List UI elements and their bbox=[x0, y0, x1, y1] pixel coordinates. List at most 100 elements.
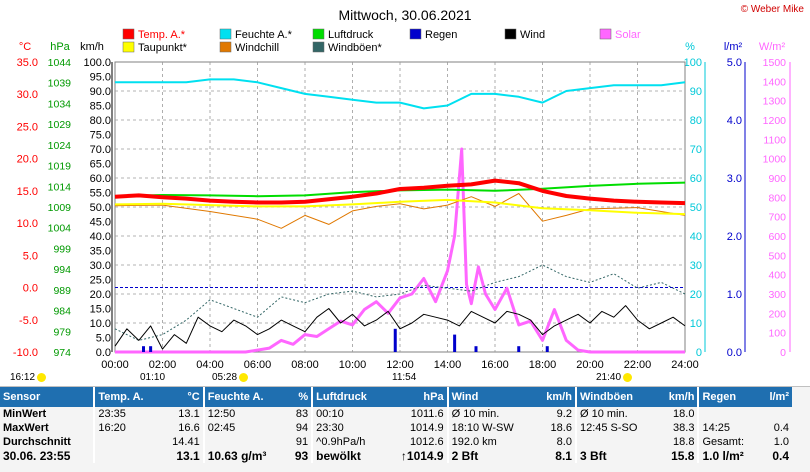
temp-tick-label: 15.0 bbox=[17, 186, 38, 198]
wind-tick-label: 35.0 bbox=[90, 246, 111, 258]
solar-tick-label: 100 bbox=[768, 328, 786, 340]
moon-time-marker: 01:10 bbox=[140, 372, 166, 383]
wind-tick-label: 75.0 bbox=[90, 130, 111, 142]
pressure-tick-label: 1004 bbox=[48, 223, 72, 235]
rain-bar bbox=[545, 346, 549, 352]
solar-tick-label: 0 bbox=[780, 347, 786, 359]
table-row: MinWert 23:35 13.1 12:50 83 00:10 1011.6 Ø 10 m… bbox=[0, 407, 792, 421]
humidity-tick-label: 20 bbox=[690, 289, 702, 301]
table-cell: 12:45 S-SO bbox=[574, 421, 658, 435]
humidity-tick-label: 80 bbox=[690, 115, 702, 127]
legend-swatch bbox=[219, 41, 232, 53]
chart-legend: Temp. A.* Feuchte A.* Luftdruck Regen Wind So… bbox=[122, 28, 641, 54]
axis-unit-label: °C bbox=[19, 41, 31, 53]
table-cell: 9.2 bbox=[556, 408, 572, 420]
humidity-line bbox=[115, 78, 686, 110]
chart-grid bbox=[115, 62, 685, 352]
table-header-cell: °C bbox=[160, 387, 204, 407]
pressure-tick-label: 989 bbox=[53, 285, 71, 297]
wind-tick-label: 50.0 bbox=[90, 202, 111, 214]
wind-tick-label: 55.0 bbox=[90, 188, 111, 200]
table-header-cell: l/m² bbox=[759, 387, 792, 407]
temp-tick-label: -5.0 bbox=[19, 315, 38, 327]
wind-tick-label: 90.0 bbox=[90, 86, 111, 98]
table-cell: 0.4 bbox=[772, 449, 789, 463]
wind-tick-label: 60.0 bbox=[90, 173, 111, 185]
humidity-tick-label: 100 bbox=[684, 57, 702, 69]
wind-tick-label: 100.0 bbox=[83, 57, 111, 69]
axis-unit-label: km/h bbox=[80, 41, 104, 53]
table-cell bbox=[202, 435, 287, 449]
pressure-tick-label: 999 bbox=[53, 243, 71, 255]
table-header-cell: Regen bbox=[697, 387, 760, 407]
rain-bar bbox=[453, 334, 457, 352]
rain-bar bbox=[474, 346, 478, 352]
table-cell bbox=[93, 435, 161, 449]
wind-tick-label: 40.0 bbox=[90, 231, 111, 243]
legend-label: Wind bbox=[520, 29, 545, 41]
x-tick-label: 00:00 bbox=[101, 359, 129, 371]
stats-table: Sensor Temp. A. °C Feuchte A.% Luftdruck hPa W… bbox=[0, 387, 792, 463]
table-cell: 3 Bft bbox=[574, 449, 658, 463]
chart-title: Mittwoch, 30.06.2021 bbox=[338, 7, 471, 23]
x-tick-label: 24:00 bbox=[671, 359, 699, 371]
table-cell: 1011.6 bbox=[410, 408, 444, 420]
temp-tick-label: 35.0 bbox=[17, 57, 38, 69]
humidity-tick-label: 30 bbox=[690, 260, 702, 272]
rain-tick-label: 3.0 bbox=[727, 173, 742, 185]
solar-tick-label: 1300 bbox=[763, 96, 787, 108]
wind-tick-label: 20.0 bbox=[90, 289, 111, 301]
solar-tick-label: 1200 bbox=[763, 115, 787, 127]
solar-tick-label: 200 bbox=[768, 308, 786, 320]
table-cell: 18:10 W-SW bbox=[446, 421, 535, 435]
moon-time-marker: 11:54 bbox=[392, 372, 417, 383]
temp-tick-label: 5.0 bbox=[23, 250, 38, 262]
legend-label: Windböen* bbox=[328, 42, 383, 54]
legend-swatch bbox=[122, 28, 135, 40]
table-cell: Gesamt: bbox=[697, 435, 760, 449]
table-row: MaxWert 16:20 16.6 02:45 94 23:30 1014.9 18:10 … bbox=[0, 421, 792, 435]
temp-tick-label: 0.0 bbox=[23, 283, 38, 295]
table-cell: 8.0 bbox=[556, 436, 572, 448]
x-tick-label: 04:00 bbox=[196, 359, 224, 371]
humidity-tick-label: 70 bbox=[690, 144, 702, 156]
table-header-cell: Feuchte A. bbox=[202, 387, 287, 407]
gusts-line bbox=[114, 264, 686, 341]
legend-label: Feuchte A.* bbox=[235, 29, 293, 41]
solar-tick-label: 800 bbox=[768, 192, 786, 204]
table-cell: 13.1 bbox=[178, 408, 200, 420]
table-cell: 16:20 bbox=[93, 421, 161, 435]
x-tick-label: 22:00 bbox=[624, 359, 652, 371]
wind-line bbox=[114, 305, 686, 350]
pressure-tick-label: 1014 bbox=[48, 181, 72, 193]
axis-unit-label: hPa bbox=[50, 41, 70, 53]
table-cell: 1012.6 bbox=[409, 436, 444, 448]
wind-tick-label: 80.0 bbox=[90, 115, 111, 127]
temperature-line bbox=[114, 178, 686, 206]
table-cell: 16.6 bbox=[178, 422, 200, 434]
table-cell: 15.8 bbox=[671, 449, 695, 463]
table-cell: 1.0 bbox=[773, 436, 789, 448]
table-cell bbox=[760, 407, 792, 421]
humidity-tick-label: 90 bbox=[690, 86, 702, 98]
table-cell: 23:30 bbox=[311, 421, 385, 435]
solar-tick-label: 600 bbox=[768, 231, 786, 243]
table-body: MinWert 23:35 13.1 12:50 83 00:10 1011.6 Ø 10 m… bbox=[0, 407, 792, 463]
legend-label: Taupunkt* bbox=[138, 42, 188, 54]
humidity-tick-label: 10 bbox=[690, 318, 702, 330]
solar-tick-label: 1100 bbox=[763, 134, 786, 146]
sun-time-marker: 05:28 bbox=[212, 372, 249, 383]
pressure-tick-label: 974 bbox=[53, 347, 71, 359]
x-tick-label: 16:00 bbox=[481, 359, 509, 371]
table-header-cell: Temp. A. bbox=[93, 387, 161, 407]
wind-tick-label: 5.0 bbox=[96, 333, 111, 345]
table-cell: 14:25 bbox=[697, 421, 760, 435]
rain-tick-label: 0.0 bbox=[727, 347, 742, 359]
table-cell: 10.63 g/m³ bbox=[202, 449, 287, 463]
table-cell: 18.6 bbox=[550, 422, 572, 434]
wind-tick-label: 95.0 bbox=[90, 72, 111, 84]
temp-tick-label: 20.0 bbox=[17, 154, 38, 166]
table-header-cell: Luftdruck bbox=[311, 387, 385, 407]
table-cell bbox=[697, 407, 760, 421]
table-cell: 0.4 bbox=[773, 422, 789, 434]
